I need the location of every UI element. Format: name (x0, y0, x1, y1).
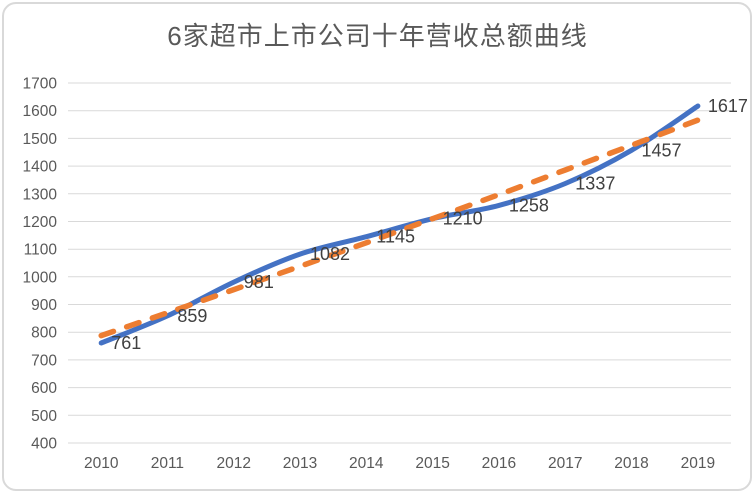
x-axis-tick-label: 2019 (681, 455, 715, 472)
y-axis-tick-label: 1700 (23, 76, 58, 93)
y-axis-tick-label: 500 (31, 408, 57, 425)
x-axis-tick-label: 2012 (217, 455, 251, 472)
data-label: 1145 (376, 227, 415, 247)
y-axis-tick-label: 1600 (23, 103, 58, 120)
data-label: 1210 (443, 209, 483, 229)
x-axis-tick-label: 2017 (548, 455, 582, 472)
data-label: 1337 (575, 174, 615, 194)
main-line-path (98, 103, 701, 346)
y-axis-tick-label: 700 (31, 352, 57, 369)
data-label: 859 (177, 306, 207, 326)
x-axis-tick-label: 2014 (349, 455, 384, 472)
x-axis-tick-label: 2015 (415, 455, 449, 472)
data-label: 1617 (708, 96, 748, 116)
data-label: 1457 (642, 140, 682, 160)
y-axis-tick-label: 1000 (23, 269, 58, 286)
y-axis-tick-label: 1100 (24, 242, 58, 259)
y-axis-tick-label: 1400 (23, 159, 58, 176)
y-axis-tick-label: 400 (31, 436, 57, 453)
x-axis-tick-label: 2016 (482, 455, 516, 472)
chart-title: 6家超市上市公司十年营收总额曲线 (167, 21, 588, 51)
x-axis-tick-label: 2010 (84, 455, 119, 472)
y-axis-tick-label: 600 (31, 380, 57, 397)
x-axis-tick-label: 2018 (614, 455, 648, 472)
data-label: 1258 (509, 195, 549, 215)
y-axis-tick-label: 800 (31, 325, 57, 342)
y-axis-tick-label: 1500 (23, 131, 58, 148)
data-label: 981 (244, 272, 274, 292)
y-axis-tick-label: 1200 (23, 214, 58, 231)
data-label: 761 (111, 333, 141, 353)
x-axis-tick-label: 2013 (283, 455, 317, 472)
y-axis-tick-label: 900 (31, 297, 57, 314)
data-label: 1082 (310, 244, 350, 264)
trendline-path (98, 117, 701, 339)
x-axis-tick-label: 2011 (151, 455, 184, 472)
y-axis-tick-label: 1300 (23, 186, 58, 203)
